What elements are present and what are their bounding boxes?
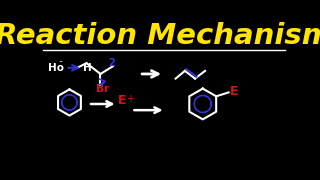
- Text: +: +: [126, 94, 134, 104]
- Text: 2: 2: [108, 58, 115, 68]
- Text: Ho: Ho: [48, 63, 64, 73]
- Text: E: E: [118, 94, 127, 107]
- Text: Br: Br: [96, 84, 109, 94]
- Text: ¯: ¯: [58, 61, 62, 70]
- Text: H: H: [84, 63, 92, 73]
- Text: Reaction Mechanism: Reaction Mechanism: [0, 22, 320, 50]
- Text: E: E: [230, 85, 239, 98]
